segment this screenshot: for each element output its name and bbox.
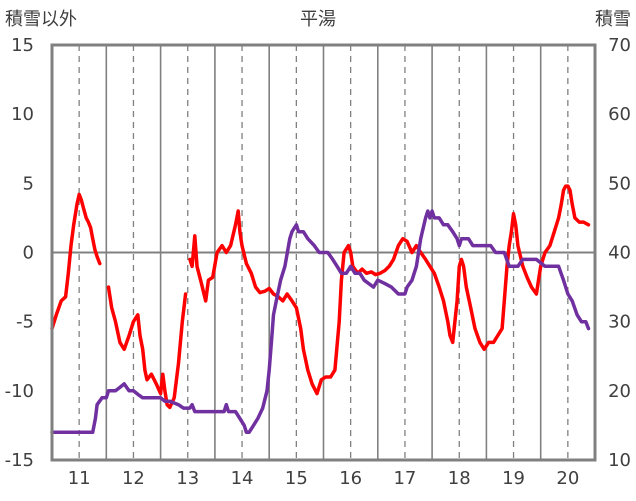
right-tick-label: 60 [608, 104, 631, 125]
snow-depth-line-segment [50, 209, 591, 435]
right-tick-label: 50 [608, 173, 631, 194]
x-tick-label: 14 [231, 468, 254, 489]
temperature-line-segment [50, 192, 102, 331]
left-tick-label: 5 [23, 173, 34, 194]
x-tick-label: 13 [176, 468, 199, 489]
left-axis-label: 積雪以外 [5, 9, 77, 30]
right-tick-label: 10 [608, 450, 631, 471]
x-tick-label: 12 [122, 468, 145, 489]
x-tick-label: 11 [68, 468, 91, 489]
chart-title: 平湯 [300, 9, 336, 30]
left-tick-label: -5 [16, 312, 34, 333]
x-tick-label: 18 [448, 468, 471, 489]
x-tick-label: 20 [556, 468, 579, 489]
left-axis-ticks: 15 10 5 0 -5 -10 -15 [5, 35, 34, 471]
right-tick-label: 20 [608, 381, 631, 402]
left-tick-label: 0 [23, 243, 34, 264]
temperature-line-segment [188, 184, 591, 396]
series [50, 184, 591, 435]
right-tick-label: 40 [608, 243, 631, 264]
x-axis-ticks: 11 12 13 14 15 16 17 18 19 20 [68, 468, 580, 489]
x-tick-label: 17 [393, 468, 416, 489]
right-tick-label: 30 [608, 312, 631, 333]
x-tick-label: 19 [502, 468, 525, 489]
left-tick-label: 15 [11, 35, 34, 56]
right-axis-label: 積雪 [595, 9, 631, 30]
plot-frame [50, 43, 597, 462]
x-tick-label: 15 [285, 468, 308, 489]
right-axis-ticks: 70 60 50 40 30 20 10 [608, 35, 631, 471]
x-tick-label: 16 [339, 468, 362, 489]
left-tick-label: 10 [11, 104, 34, 125]
left-tick-label: -10 [5, 381, 34, 402]
right-tick-label: 70 [608, 35, 631, 56]
temperature-line-segment [106, 285, 188, 410]
left-tick-label: -15 [5, 450, 34, 471]
